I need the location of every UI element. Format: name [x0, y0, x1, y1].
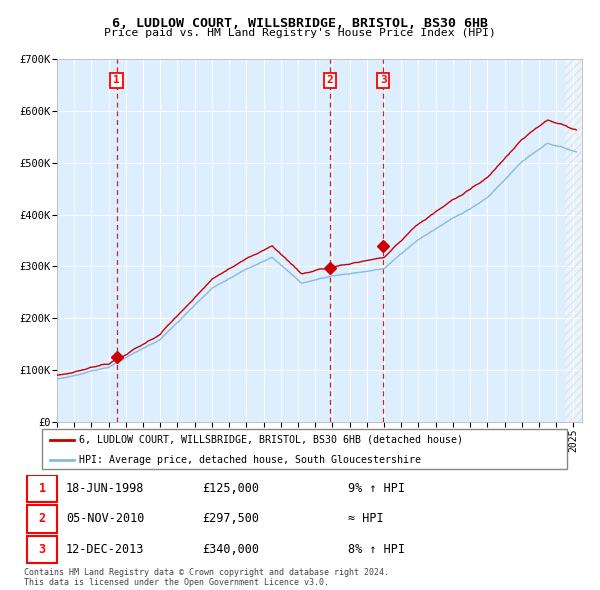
Text: ≈ HPI: ≈ HPI — [347, 512, 383, 525]
Text: 18-JUN-1998: 18-JUN-1998 — [66, 482, 144, 495]
Text: £297,500: £297,500 — [203, 512, 260, 525]
Bar — [27, 474, 58, 502]
Text: 12-DEC-2013: 12-DEC-2013 — [66, 543, 144, 556]
Text: £340,000: £340,000 — [203, 543, 260, 556]
Bar — [27, 505, 58, 533]
Text: 2: 2 — [326, 76, 333, 86]
Text: 9% ↑ HPI: 9% ↑ HPI — [347, 482, 404, 495]
Text: 05-NOV-2010: 05-NOV-2010 — [66, 512, 144, 525]
Text: 8% ↑ HPI: 8% ↑ HPI — [347, 543, 404, 556]
Text: Price paid vs. HM Land Registry's House Price Index (HPI): Price paid vs. HM Land Registry's House … — [104, 28, 496, 38]
Text: 1: 1 — [38, 482, 46, 495]
Text: Contains HM Land Registry data © Crown copyright and database right 2024.
This d: Contains HM Land Registry data © Crown c… — [24, 568, 389, 587]
Text: 1: 1 — [113, 76, 120, 86]
Text: 6, LUDLOW COURT, WILLSBRIDGE, BRISTOL, BS30 6HB (detached house): 6, LUDLOW COURT, WILLSBRIDGE, BRISTOL, B… — [79, 435, 463, 445]
Text: £125,000: £125,000 — [203, 482, 260, 495]
Text: 3: 3 — [38, 543, 46, 556]
Text: 2: 2 — [38, 512, 46, 525]
Bar — [565, 59, 582, 422]
Text: 6, LUDLOW COURT, WILLSBRIDGE, BRISTOL, BS30 6HB: 6, LUDLOW COURT, WILLSBRIDGE, BRISTOL, B… — [112, 17, 488, 30]
Text: HPI: Average price, detached house, South Gloucestershire: HPI: Average price, detached house, Sout… — [79, 455, 421, 466]
Bar — [27, 536, 58, 563]
Text: 3: 3 — [380, 76, 386, 86]
